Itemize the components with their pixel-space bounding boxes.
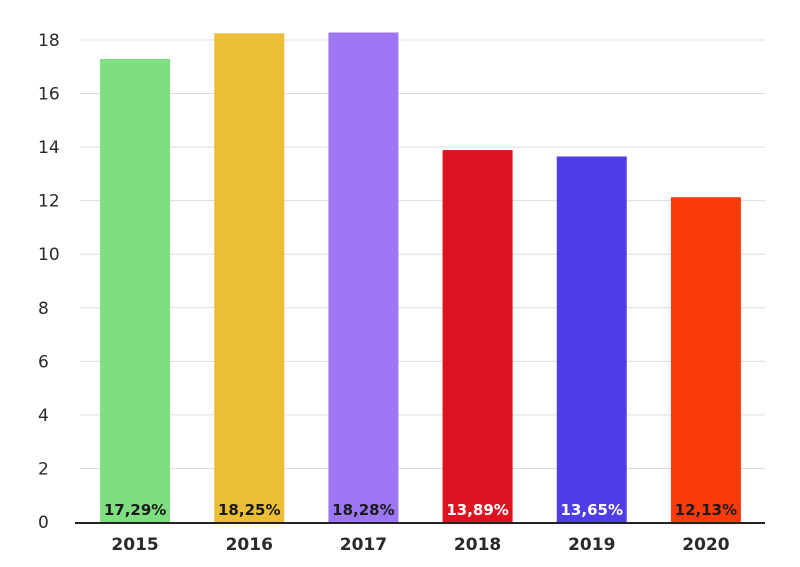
y-tick-label: 16 (38, 85, 60, 105)
bar-2016 (214, 33, 285, 523)
data-label-2016: 18,25% (218, 501, 280, 519)
y-tick-label: 10 (38, 245, 60, 265)
x-tick-label-2015: 2015 (111, 535, 158, 555)
x-axis-labels: 2015 2016 2017 2018 2019 2020 (111, 535, 729, 555)
y-tick-label: 18 (38, 31, 60, 51)
data-label-2018: 13,89% (446, 501, 508, 519)
data-label-2017: 18,28% (332, 501, 394, 519)
bar-2019 (556, 156, 627, 522)
y-tick-label: 12 (38, 192, 60, 212)
gridlines (80, 39, 765, 469)
x-tick-label-2018: 2018 (454, 535, 501, 555)
data-label-2015: 17,29% (104, 501, 166, 519)
bar-2017 (328, 32, 399, 522)
x-tick-label-2016: 2016 (226, 535, 273, 555)
y-tick-label: 0 (38, 513, 49, 533)
x-tick-label-2017: 2017 (340, 535, 387, 555)
y-tick-label: 6 (38, 352, 49, 372)
bar-2020 (670, 197, 741, 523)
x-tick-label-2020: 2020 (682, 535, 729, 555)
y-tick-label: 14 (38, 138, 60, 158)
bar-2018 (442, 150, 513, 522)
data-label-2019: 13,65% (561, 501, 623, 519)
x-tick-label-2019: 2019 (568, 535, 615, 555)
y-tick-label: 4 (38, 406, 49, 426)
data-label-2020: 12,13% (675, 501, 737, 519)
bar-2015 (100, 59, 171, 523)
y-tick-label: 2 (38, 459, 49, 479)
y-axis-ticks: 0 2 4 6 8 10 12 14 16 18 (38, 31, 60, 533)
y-tick-label: 8 (38, 299, 49, 319)
bars: 17,29% 18,25% 18,28% 13,89% 13,65% 12,13% (100, 32, 741, 523)
